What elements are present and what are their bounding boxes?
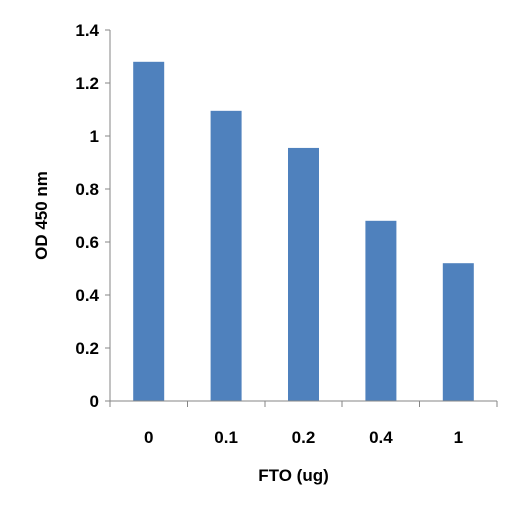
x-ticks-group: 0 0.1 0.2 0.4 1 <box>109 401 498 447</box>
x-axis-title: FTO (ug) <box>258 466 329 485</box>
axes-group <box>109 30 497 402</box>
bar-0.2 <box>288 147 319 401</box>
y-tick-label: 1 <box>90 127 99 146</box>
y-tick-label: 0 <box>90 392 99 411</box>
y-tick-label: 1.2 <box>75 74 99 93</box>
bar-1 <box>442 263 474 401</box>
y-axis-title: OD 450 nm <box>32 171 51 260</box>
y-ticks-group: 0 0.2 0.4 0.6 0.8 1 1.2 1.4 <box>75 21 110 411</box>
y-tick-label: 0.6 <box>75 233 99 252</box>
x-tick-label: 0.2 <box>292 428 316 447</box>
x-tick-label: 0.4 <box>369 428 393 447</box>
x-tick-label: 0 <box>144 428 153 447</box>
bar-0 <box>133 61 165 402</box>
y-tick-label: 0.2 <box>75 339 99 358</box>
bar-0.4 <box>365 220 397 401</box>
x-tick-label: 1 <box>454 428 463 447</box>
bars-group <box>133 61 474 402</box>
x-tick-label: 0.1 <box>214 428 238 447</box>
y-tick-label: 1.4 <box>75 21 99 40</box>
y-tick-label: 0.8 <box>75 180 99 199</box>
y-tick-label: 0.4 <box>75 286 99 305</box>
bar-0.1 <box>210 110 242 401</box>
